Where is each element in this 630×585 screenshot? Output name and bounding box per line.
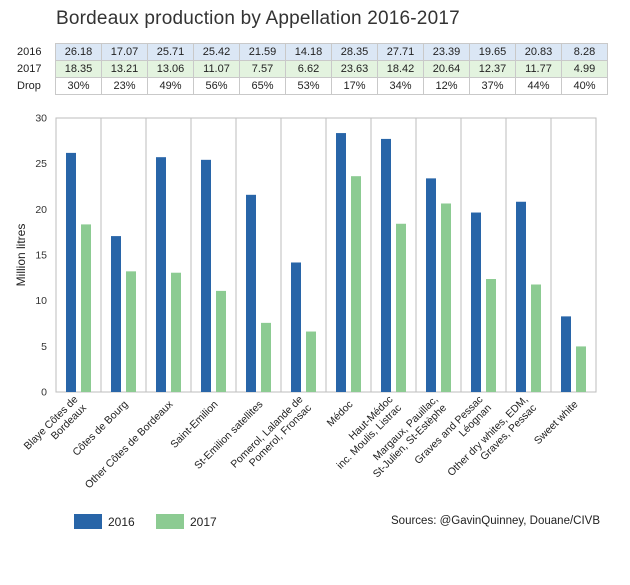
bar-2016-0 [66, 152, 76, 392]
bar-2017-6 [351, 176, 361, 392]
bar-2016-4 [246, 194, 256, 392]
data-table: 2016 26.18 17.07 25.71 25.42 21.59 14.18 28.35 2… [14, 43, 608, 95]
bar-2017-4 [261, 322, 271, 392]
table-row: 2017 18.35 13.21 13.06 11.07 7.57 6.62 23.63 18.… [14, 60, 608, 78]
bar-2017-1 [126, 271, 136, 392]
legend-swatch-2016 [74, 514, 102, 529]
bar-2017-8 [441, 203, 451, 392]
x-tick-label-line: Other Côtes de Bordeaux [83, 398, 176, 491]
table-cell: 65% [239, 77, 286, 95]
table-cell: 11.77 [515, 60, 562, 78]
table-row-header: 2017 [14, 60, 56, 78]
bar-2017-5 [306, 331, 316, 392]
x-tick-label: Sweet white [532, 398, 581, 447]
table-cell: 49% [147, 77, 194, 95]
bar-2016-1 [111, 236, 121, 392]
y-axis-label: Million litres [14, 224, 28, 287]
table-cell: 13.21 [101, 60, 148, 78]
table-cell: 25.42 [193, 43, 240, 61]
bar-2017-2 [171, 272, 181, 392]
x-tick-label: Médoc [325, 398, 356, 429]
table-cell: 23% [101, 77, 148, 95]
table-cell: 26.18 [55, 43, 102, 61]
x-tick-label: Pomerol, Lalande dePomerol, Fronsac [228, 393, 314, 479]
y-tick-label: 5 [41, 341, 47, 353]
y-tick-label: 10 [35, 295, 47, 307]
table-cell: 34% [377, 77, 424, 95]
table-cell: 37% [469, 77, 516, 95]
x-tick-label: Other Côtes de Bordeaux [83, 398, 176, 491]
table-cell: 11.07 [193, 60, 240, 78]
x-tick-label-line: Médoc [325, 398, 356, 429]
table-cell: 20.83 [515, 43, 562, 61]
table-cell: 28.35 [331, 43, 378, 61]
table-cell: 44% [515, 77, 562, 95]
bar-2016-6 [336, 133, 346, 392]
bar-2017-3 [216, 290, 226, 392]
table-cell: 56% [193, 77, 240, 95]
table-row-header: 2016 [14, 43, 56, 61]
bar-2016-2 [156, 157, 166, 392]
table-cell: 13.06 [147, 60, 194, 78]
bar-2016-10 [516, 201, 526, 392]
bar-2016-8 [426, 178, 436, 392]
table-cell: 30% [55, 77, 102, 95]
table-cell: 18.35 [55, 60, 102, 78]
bar-2016-3 [201, 159, 211, 392]
bar-2017-7 [396, 223, 406, 392]
table-cell: 23.63 [331, 60, 378, 78]
table-cell: 17% [331, 77, 378, 95]
bar-2017-9 [486, 279, 496, 392]
table-cell: 12% [423, 77, 470, 95]
table-cell: 27.71 [377, 43, 424, 61]
bar-2016-9 [471, 212, 481, 392]
bar-2017-11 [576, 346, 586, 392]
table-cell: 23.39 [423, 43, 470, 61]
x-tick-label-line: Sweet white [532, 398, 581, 447]
table-cell: 18.42 [377, 60, 424, 78]
chart-title: Bordeaux production by Appellation 2016-… [56, 8, 460, 29]
bar-2016-5 [291, 262, 301, 392]
legend-swatch-2017 [156, 514, 184, 529]
y-tick-label: 20 [35, 204, 47, 216]
y-tick-label: 30 [35, 113, 47, 125]
table-row: Drop 30% 23% 49% 56% 65% 53% 17% 34% 12% 37% 44% 40% [14, 77, 608, 95]
bar-2017-10 [531, 284, 541, 392]
table-cell: 40% [561, 77, 608, 95]
y-tick-label: 25 [35, 158, 47, 170]
bar-2016-11 [561, 316, 571, 392]
bar-2016-7 [381, 138, 391, 392]
x-tick-label: Other dry whites, EDM,Graves, Pessac [445, 394, 539, 488]
bar-2017-0 [81, 224, 91, 392]
legend-label-2016: 2016 [108, 515, 135, 529]
table-row: 2016 26.18 17.07 25.71 25.42 21.59 14.18 28.35 2… [14, 43, 608, 61]
y-tick-label: 0 [41, 387, 47, 399]
source-note: Sources: @GavinQuinney, Douane/CIVB [391, 515, 600, 527]
table-row-header: Drop [14, 77, 56, 95]
y-tick-label: 15 [35, 250, 47, 262]
legend-label-2017: 2017 [190, 515, 217, 529]
table-cell: 21.59 [239, 43, 286, 61]
